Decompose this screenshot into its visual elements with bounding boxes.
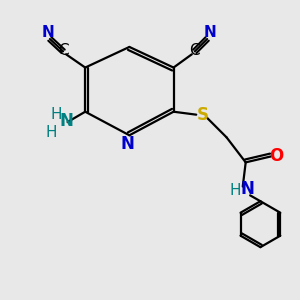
Text: N: N [59, 112, 73, 130]
Text: S: S [197, 106, 209, 124]
Text: N: N [241, 181, 255, 199]
Text: N: N [204, 25, 216, 40]
Text: H: H [50, 107, 61, 122]
Text: H: H [229, 183, 241, 198]
Text: H: H [45, 125, 56, 140]
Text: N: N [120, 134, 134, 152]
Text: N: N [41, 25, 54, 40]
Text: C: C [189, 43, 200, 58]
Text: O: O [269, 148, 283, 166]
Text: C: C [58, 43, 69, 58]
